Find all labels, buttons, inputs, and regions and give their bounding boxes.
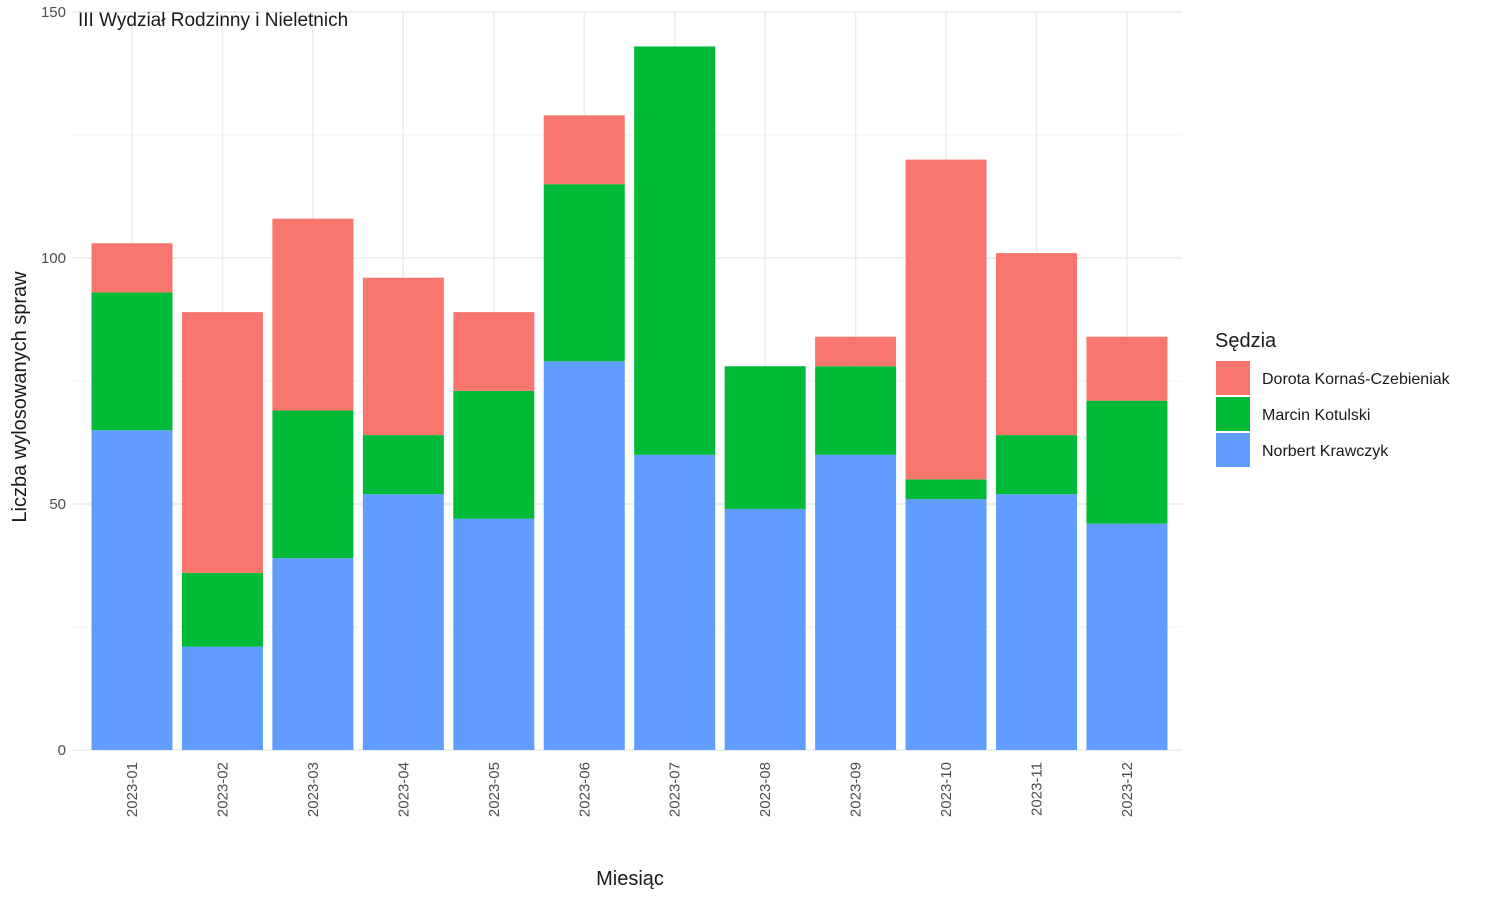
bar-segment — [181, 312, 263, 573]
legend: Sędzia Dorota Kornaś-Czebieniak Marcin Ko… — [1215, 330, 1451, 467]
bar-segment — [362, 435, 444, 495]
bar-segment — [996, 435, 1077, 495]
legend-label: Norbert Krawczyk — [1262, 443, 1389, 460]
bar-segment — [815, 366, 897, 455]
bar-segment — [453, 518, 535, 750]
x-tick-label: 2023-09 — [848, 762, 865, 817]
bar-segment — [272, 218, 354, 411]
bar-segment — [724, 366, 806, 509]
bar-segment — [181, 646, 263, 750]
x-tick-label: 2023-03 — [305, 762, 322, 817]
x-tick-label: 2023-02 — [214, 762, 231, 817]
legend-label: Dorota Kornaś-Czebieniak — [1262, 371, 1451, 388]
x-tick-label: 2023-12 — [1119, 762, 1136, 817]
bar-segment — [362, 277, 444, 436]
bar-segment — [1086, 336, 1168, 401]
legend-swatch — [1216, 361, 1250, 395]
y-tick-label: 50 — [49, 496, 66, 513]
y-tick-label: 0 — [58, 742, 66, 759]
legend-label: Marcin Kotulski — [1262, 407, 1370, 424]
x-axis-title: Miesiąc — [596, 868, 664, 890]
legend-title: Sędzia — [1215, 330, 1277, 352]
bar-segment — [91, 292, 173, 431]
bar-segment — [634, 454, 716, 750]
bar-segment — [905, 159, 987, 480]
bar-segment — [1086, 400, 1168, 524]
bar-segment — [453, 312, 535, 391]
x-tick-label: 2023-04 — [395, 762, 412, 817]
chart-title: III Wydział Rodzinny i Nieletnich — [78, 10, 348, 31]
bar-segment — [724, 508, 806, 750]
bar-segment — [453, 390, 535, 519]
legend-swatch — [1216, 433, 1250, 467]
x-tick-label: 2023-01 — [124, 762, 141, 817]
bar-segment — [362, 494, 444, 750]
x-tick-label: 2023-07 — [667, 762, 684, 817]
bar-segment — [181, 572, 263, 647]
bar-segment — [996, 253, 1077, 436]
x-axis-ticks: 2023-01 2023-02 2023-03 2023-04 2023-05 2023-… — [124, 762, 1136, 817]
x-tick-label: 2023-11 — [1029, 762, 1046, 816]
bars — [91, 46, 1168, 750]
x-tick-label: 2023-10 — [938, 762, 955, 817]
bar-segment — [272, 410, 354, 559]
bar-segment — [996, 494, 1077, 750]
bar-segment — [634, 46, 716, 455]
bar-segment — [91, 243, 173, 293]
x-tick-label: 2023-06 — [576, 762, 593, 817]
bar-segment — [905, 499, 987, 750]
y-tick-label: 150 — [41, 4, 66, 21]
x-tick-label: 2023-08 — [757, 762, 774, 817]
bar-segment — [543, 184, 625, 362]
y-axis-title: Liczba wylosowanych spraw — [9, 271, 31, 523]
bar-segment — [543, 361, 625, 750]
x-tick-label: 2023-05 — [486, 762, 503, 817]
bar-segment — [905, 479, 987, 500]
bar-segment — [815, 336, 897, 367]
y-tick-label: 100 — [41, 250, 66, 267]
bar-segment — [815, 454, 897, 750]
bar-segment — [272, 558, 354, 750]
bar-segment — [1086, 523, 1168, 750]
bar-segment — [91, 430, 173, 750]
legend-swatch — [1216, 397, 1250, 431]
bar-segment — [543, 115, 625, 185]
y-axis-ticks: 0 50 100 150 — [41, 4, 66, 759]
